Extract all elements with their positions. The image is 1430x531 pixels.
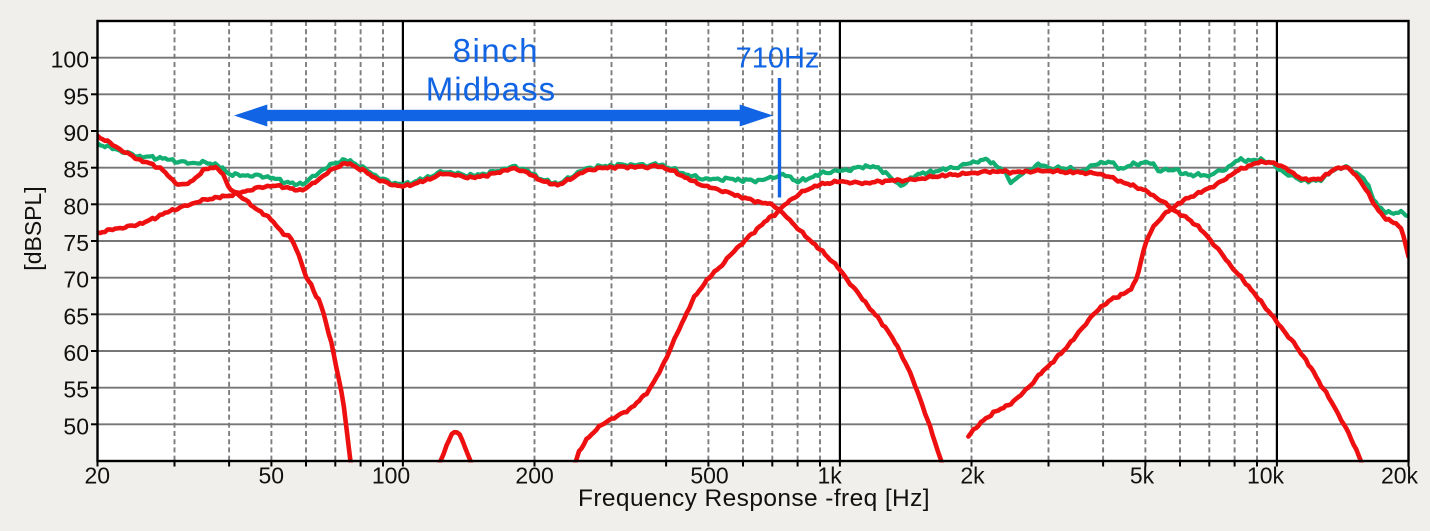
svg-text:5k: 5k <box>1130 463 1155 489</box>
svg-text:65: 65 <box>63 303 89 329</box>
svg-text:60: 60 <box>63 340 89 366</box>
svg-text:90: 90 <box>63 120 89 146</box>
svg-text:20k: 20k <box>1381 463 1419 489</box>
svg-text:8inch: 8inch <box>453 32 539 69</box>
svg-text:100: 100 <box>372 463 410 489</box>
svg-text:[dBSPL]: [dBSPL] <box>20 186 46 270</box>
svg-text:200: 200 <box>515 463 553 489</box>
svg-text:710Hz: 710Hz <box>736 43 820 75</box>
svg-text:85: 85 <box>63 157 89 183</box>
svg-text:70: 70 <box>63 267 89 293</box>
svg-text:75: 75 <box>63 230 89 256</box>
svg-text:80: 80 <box>63 193 89 219</box>
svg-text:95: 95 <box>63 83 89 109</box>
svg-text:50: 50 <box>63 413 89 439</box>
svg-text:2k: 2k <box>960 463 985 489</box>
svg-text:Frequency Response -freq [Hz]: Frequency Response -freq [Hz] <box>578 485 930 512</box>
svg-text:55: 55 <box>63 377 89 403</box>
svg-text:500: 500 <box>690 463 728 489</box>
svg-text:100: 100 <box>51 47 89 73</box>
svg-text:1k: 1k <box>817 463 842 489</box>
svg-text:20: 20 <box>85 463 111 489</box>
svg-text:50: 50 <box>259 463 285 489</box>
svg-text:Midbass: Midbass <box>426 70 557 107</box>
svg-text:10k: 10k <box>1247 463 1285 489</box>
